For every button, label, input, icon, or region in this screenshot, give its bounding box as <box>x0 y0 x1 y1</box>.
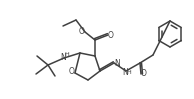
Text: O: O <box>141 69 147 79</box>
Text: N: N <box>122 68 128 77</box>
Text: N: N <box>60 52 66 61</box>
Text: O: O <box>108 30 114 40</box>
Text: O: O <box>79 27 85 36</box>
Text: N: N <box>114 59 120 68</box>
Text: H: H <box>127 70 131 75</box>
Text: H: H <box>65 52 69 57</box>
Text: O: O <box>69 68 75 77</box>
